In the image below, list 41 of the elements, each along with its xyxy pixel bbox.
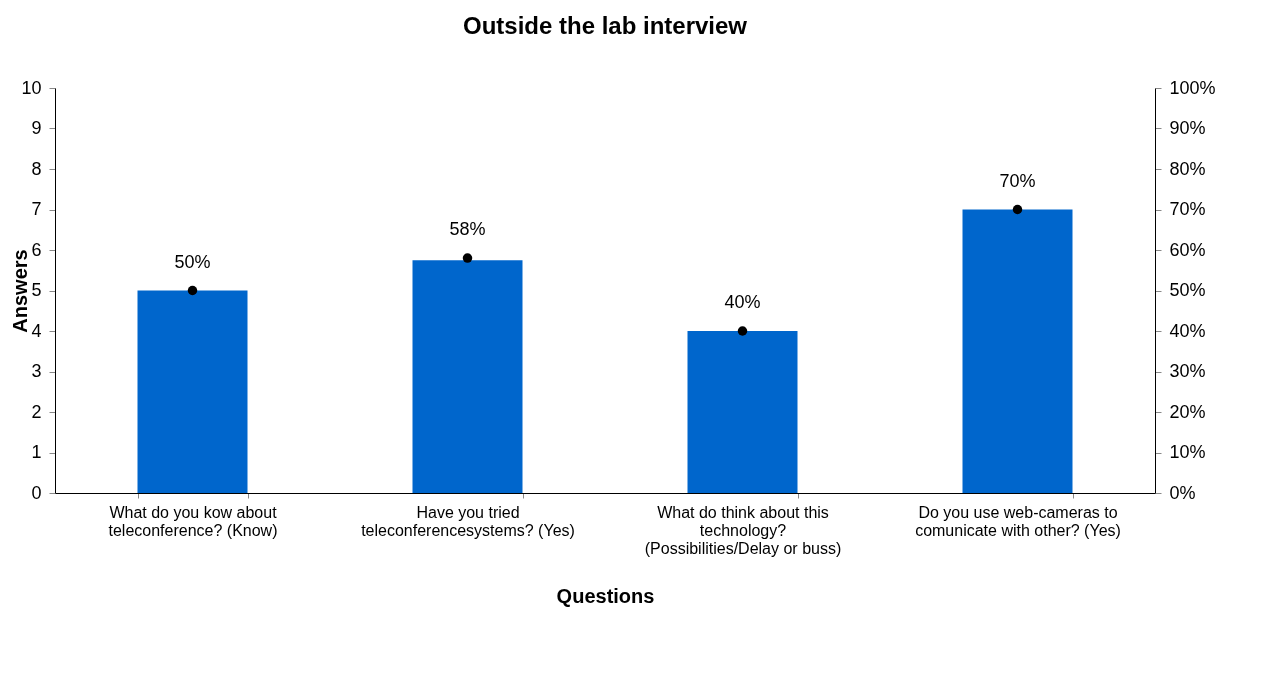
bar xyxy=(412,260,523,493)
y2-tick-label: 60% xyxy=(1169,239,1206,260)
point xyxy=(462,253,473,263)
y2-tick-label: 30% xyxy=(1169,361,1206,381)
y-tick-label: 8 xyxy=(31,158,42,179)
y-tick-label: 9 xyxy=(31,118,42,138)
y2-tick-label: 100% xyxy=(1169,77,1216,98)
y-axis-title: Answers xyxy=(9,249,32,333)
data-label: 50% xyxy=(174,251,211,272)
x-tick-label: Do you use web-cameras to comunicate with other? (Yes) xyxy=(915,503,1121,539)
y-tick-label: 6 xyxy=(31,239,42,260)
x-axis-title: Questions xyxy=(556,584,655,607)
y-tick-label: 4 xyxy=(31,320,42,341)
point xyxy=(187,285,198,296)
data-label: 40% xyxy=(724,292,761,312)
x-tick-label: Have you tried teleconferencesystems? (Yes) xyxy=(361,503,575,539)
chart-title: Outside the lab interview xyxy=(462,12,748,39)
x-tick-label: What do think about this technology? (Possibilities/Delay or buss) xyxy=(644,503,842,557)
y-tick-label: 1 xyxy=(31,442,42,462)
y-tick-label: 7 xyxy=(31,199,42,219)
y2-tick-label: 40% xyxy=(1169,320,1206,341)
bar xyxy=(687,331,798,493)
x-tick-label: What do you kow about teleconference? (Know) xyxy=(108,503,278,539)
bar xyxy=(137,290,248,493)
y-tick-label: 10 xyxy=(21,77,42,98)
data-label: 58% xyxy=(449,219,486,240)
y2-tick-label: 70% xyxy=(1169,199,1206,219)
y-tick-label: 5 xyxy=(31,280,42,300)
y-tick-label: 2 xyxy=(31,401,42,422)
point xyxy=(737,326,748,336)
y2-tick-label: 50% xyxy=(1169,280,1206,300)
y-tick-label: 3 xyxy=(31,361,42,381)
y2-tick-label: 0% xyxy=(1169,482,1196,503)
data-label: 70% xyxy=(999,170,1036,191)
point xyxy=(1012,204,1023,215)
bar xyxy=(962,209,1073,493)
y2-tick-label: 90% xyxy=(1169,118,1206,138)
y2-tick-label: 20% xyxy=(1169,401,1206,422)
y2-tick-label: 80% xyxy=(1169,158,1206,179)
y-tick-label: 0 xyxy=(31,482,42,503)
y2-tick-label: 10% xyxy=(1169,442,1206,462)
